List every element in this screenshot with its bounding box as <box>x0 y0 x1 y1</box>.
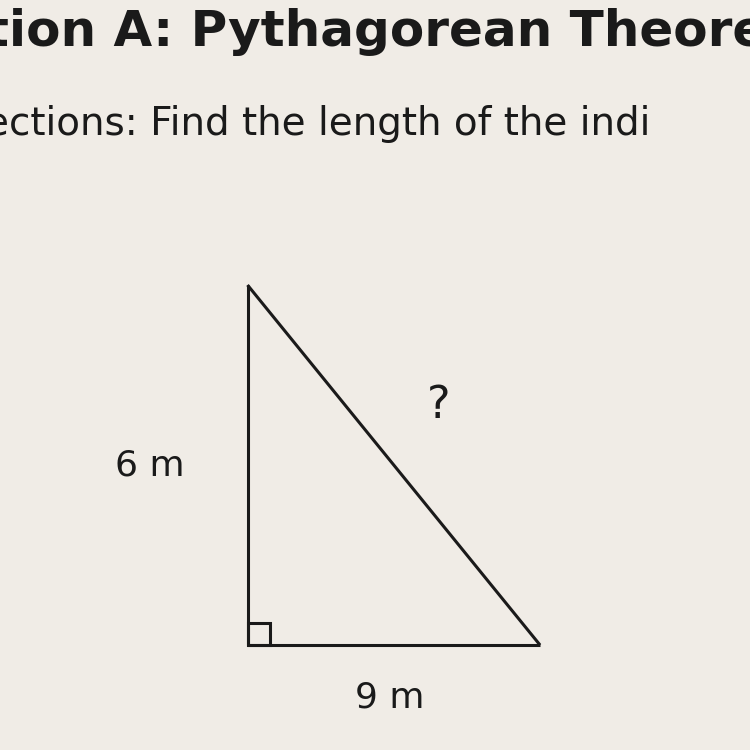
Text: ections: Find the length of the indi: ections: Find the length of the indi <box>0 105 650 143</box>
Text: tion A: Pythagorean Theorem (10: tion A: Pythagorean Theorem (10 <box>0 8 750 56</box>
Bar <box>248 622 270 645</box>
Text: 9 m: 9 m <box>356 680 424 715</box>
Text: 6 m: 6 m <box>116 448 184 482</box>
Text: ?: ? <box>427 383 451 427</box>
